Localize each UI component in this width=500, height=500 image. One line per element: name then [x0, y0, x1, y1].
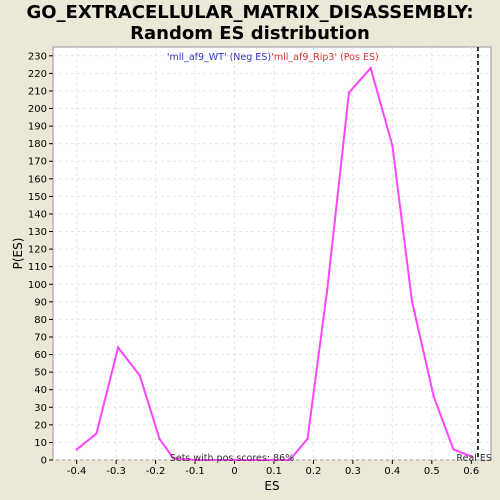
x-tick-label: 0 — [231, 466, 237, 477]
series-point — [75, 448, 78, 451]
series-point — [326, 288, 329, 291]
series-point — [306, 437, 309, 441]
series-point — [391, 144, 394, 147]
series-points — [75, 66, 473, 462]
series-point — [452, 448, 455, 451]
y-tick-label: 200 — [28, 104, 47, 115]
x-tick-label: -0.4 — [67, 466, 87, 477]
y-tick-label: 160 — [28, 174, 47, 185]
y-tick-label: 20 — [34, 420, 47, 431]
y-tick-label: 210 — [28, 86, 47, 97]
y-tick-label: 170 — [28, 157, 47, 168]
series-point — [158, 437, 161, 441]
x-tick-label: 0.5 — [424, 466, 440, 477]
x-tick-label: -0.2 — [146, 466, 166, 477]
y-tick-label: 90 — [34, 297, 47, 308]
grid-lines — [53, 47, 491, 461]
series-point — [233, 458, 236, 462]
y-tick-label: 100 — [28, 280, 47, 291]
x-tick-label: 0.6 — [463, 466, 479, 477]
series-point — [95, 432, 98, 435]
y-tick-label: 40 — [34, 385, 47, 396]
series-point — [410, 300, 414, 304]
series-point — [432, 395, 435, 398]
x-tick-label: 0.3 — [345, 466, 361, 477]
plot-area — [52, 46, 492, 461]
x-axis: -0.4 -0.3 -0.2 -0.1 0 0.1 0.2 0.3 0.4 0.5 0.6 — [67, 460, 479, 477]
pos-scores-annotation: Sets with pos scores: 86% — [170, 453, 294, 464]
series-point — [193, 458, 197, 462]
legend-neg-es: 'mll_af9_WT' (Neg ES) — [167, 52, 271, 63]
x-tick-label: -0.3 — [106, 466, 126, 477]
y-tick-label: 30 — [34, 403, 47, 414]
y-axis-label: P(ES) — [11, 238, 25, 270]
y-tick-label: 10 — [34, 438, 47, 449]
series-point — [213, 458, 216, 462]
y-tick-label: 0 — [41, 456, 47, 467]
y-tick-label: 180 — [28, 139, 47, 150]
y-tick-label: 140 — [28, 209, 47, 220]
series-point — [253, 458, 256, 462]
chart-title: GO_EXTRACELLULAR_MATRIX_DISASSEMBLY: — [26, 2, 474, 23]
x-tick-label: -0.1 — [185, 466, 205, 477]
series-point — [369, 66, 372, 70]
y-tick-label: 150 — [28, 192, 47, 203]
y-tick-label: 120 — [28, 245, 47, 256]
y-axis: 0 10 20 30 40 50 60 70 80 90 100 110 120 130 140 150 160… — [28, 51, 53, 467]
legend-pos-es: 'mll_af9_Rip3' (Pos ES) — [271, 52, 378, 63]
x-axis-label: ES — [264, 479, 279, 493]
real-es-label: Real ES — [456, 453, 492, 464]
series-point — [470, 455, 473, 458]
series-point — [138, 374, 142, 377]
y-tick-label: 130 — [28, 227, 47, 238]
y-tick-label: 60 — [34, 350, 47, 361]
chart-subtitle: Random ES distribution — [130, 23, 370, 44]
series-point — [172, 457, 175, 460]
y-tick-label: 220 — [28, 69, 47, 80]
y-tick-label: 190 — [28, 122, 47, 133]
y-tick-label: 70 — [34, 332, 47, 343]
series-point — [347, 91, 351, 94]
x-tick-label: 0.1 — [266, 466, 282, 477]
series-point — [288, 458, 291, 462]
y-tick-label: 110 — [28, 262, 47, 273]
y-tick-label: 230 — [28, 51, 47, 62]
x-tick-label: 0.2 — [305, 466, 321, 477]
series-point — [272, 458, 276, 462]
y-tick-label: 80 — [34, 315, 47, 326]
y-tick-label: 50 — [34, 368, 47, 379]
x-tick-label: 0.4 — [384, 466, 400, 477]
series-point — [116, 346, 120, 349]
